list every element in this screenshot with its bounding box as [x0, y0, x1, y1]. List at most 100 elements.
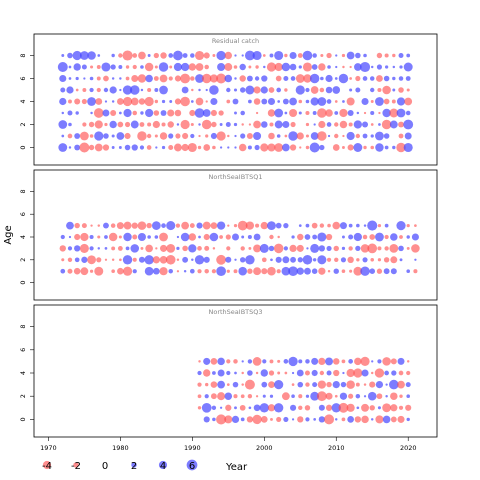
residual-bubble [275, 222, 282, 229]
residual-bubble [275, 75, 282, 82]
residual-bubble [182, 53, 188, 58]
residual-bubble [253, 86, 261, 94]
residual-bubble [225, 234, 231, 240]
residual-bubble [276, 134, 281, 138]
residual-bubble [152, 267, 160, 275]
residual-bubble [89, 269, 94, 273]
residual-bubble [290, 76, 296, 81]
residual-bubble [232, 98, 239, 105]
x-tick-label: 1970 [40, 444, 57, 452]
residual-bubble [305, 99, 310, 104]
residual-bubble [297, 381, 304, 388]
residual-bubble [61, 258, 65, 262]
residual-bubble [291, 383, 295, 386]
residual-bubble [346, 368, 355, 378]
residual-bubble [282, 121, 290, 128]
residual-bubble [81, 98, 87, 105]
residual-bubble [339, 222, 347, 230]
residual-bubble [227, 224, 230, 227]
residual-bubble [274, 380, 284, 390]
residual-bubble [378, 123, 381, 126]
residual-bubble [189, 223, 195, 229]
residual-bubble [341, 417, 346, 422]
residual-bubble [104, 235, 108, 239]
residual-bubble [356, 223, 360, 228]
residual-bubble [396, 142, 406, 153]
residual-bubble [318, 120, 326, 129]
residual-bubble [247, 359, 253, 364]
residual-bubble [347, 256, 354, 264]
residual-bubble [168, 133, 174, 139]
y-tick-label: 0 [19, 281, 27, 285]
residual-bubble [180, 73, 191, 84]
residual-bubble [260, 143, 269, 152]
residual-bubble [332, 221, 341, 230]
residual-bubble [305, 122, 310, 127]
residual-bubble [390, 392, 398, 400]
residual-bubble [413, 269, 418, 274]
residual-bubble [355, 245, 361, 252]
residual-bubble [334, 394, 338, 398]
residual-bubble [342, 146, 345, 149]
residual-bubble [383, 257, 390, 263]
residual-bubble [205, 100, 208, 103]
residual-bubble [87, 97, 96, 106]
residual-bubble [361, 415, 369, 424]
residual-bubble [304, 405, 311, 411]
residual-bubble [297, 53, 303, 58]
residual-bubble [284, 371, 288, 375]
residual-bubble [348, 223, 353, 228]
residual-bubble [334, 77, 338, 80]
residual-bubble [305, 359, 310, 364]
residual-bubble [116, 222, 124, 230]
residual-bubble [390, 256, 398, 264]
residual-bubble [209, 232, 219, 242]
residual-bubble [382, 108, 391, 118]
residual-bubble [169, 65, 173, 69]
residual-bubble [267, 221, 276, 231]
residual-bubble [87, 51, 96, 60]
residual-bubble [59, 97, 67, 106]
residual-bubble [290, 404, 297, 411]
residual-bubble [319, 370, 325, 376]
residual-bubble [132, 269, 137, 274]
residual-bubble [81, 64, 87, 70]
residual-bubble [310, 243, 320, 253]
residual-bubble [369, 234, 376, 240]
residual-bubble [317, 232, 327, 242]
residual-bubble [309, 73, 320, 84]
residual-bubble [389, 108, 399, 118]
residual-bubble [274, 50, 284, 61]
residual-bubble [198, 235, 201, 239]
residual-bubble [79, 131, 89, 141]
residual-bubble [382, 403, 392, 413]
residual-bubble [80, 267, 89, 276]
residual-bubble [58, 143, 68, 152]
residual-bubble [102, 109, 110, 117]
residual-bubble [320, 53, 324, 58]
residual-bubble [359, 61, 371, 73]
residual-bubble [224, 415, 233, 424]
residual-bubble [375, 131, 384, 141]
residual-bubble [175, 223, 181, 228]
residual-bubble [226, 246, 231, 251]
panel-title: NorthSeaIBTSQ1 [208, 173, 262, 181]
residual-bubble [104, 258, 108, 261]
y-tick-label: 6 [19, 76, 27, 80]
residual-bubble [392, 65, 396, 69]
residual-bubble [326, 257, 332, 262]
residual-bubble [353, 266, 363, 276]
residual-bubble [298, 111, 302, 115]
residual-bubble [324, 414, 335, 425]
panel-2: NorthSeaIBTSQ1 0 2 4 6 8 [19, 169, 438, 301]
residual-bubble [389, 120, 398, 129]
residual-bubble [391, 99, 396, 104]
residual-bubble [241, 54, 244, 57]
residual-bubble [392, 76, 396, 81]
residual-bubble [154, 99, 159, 104]
residual-bubble [104, 100, 108, 103]
residual-bubble [290, 121, 296, 128]
residual-bubble [334, 100, 338, 103]
residual-bubble [396, 221, 406, 231]
residual-bubble [161, 99, 166, 104]
